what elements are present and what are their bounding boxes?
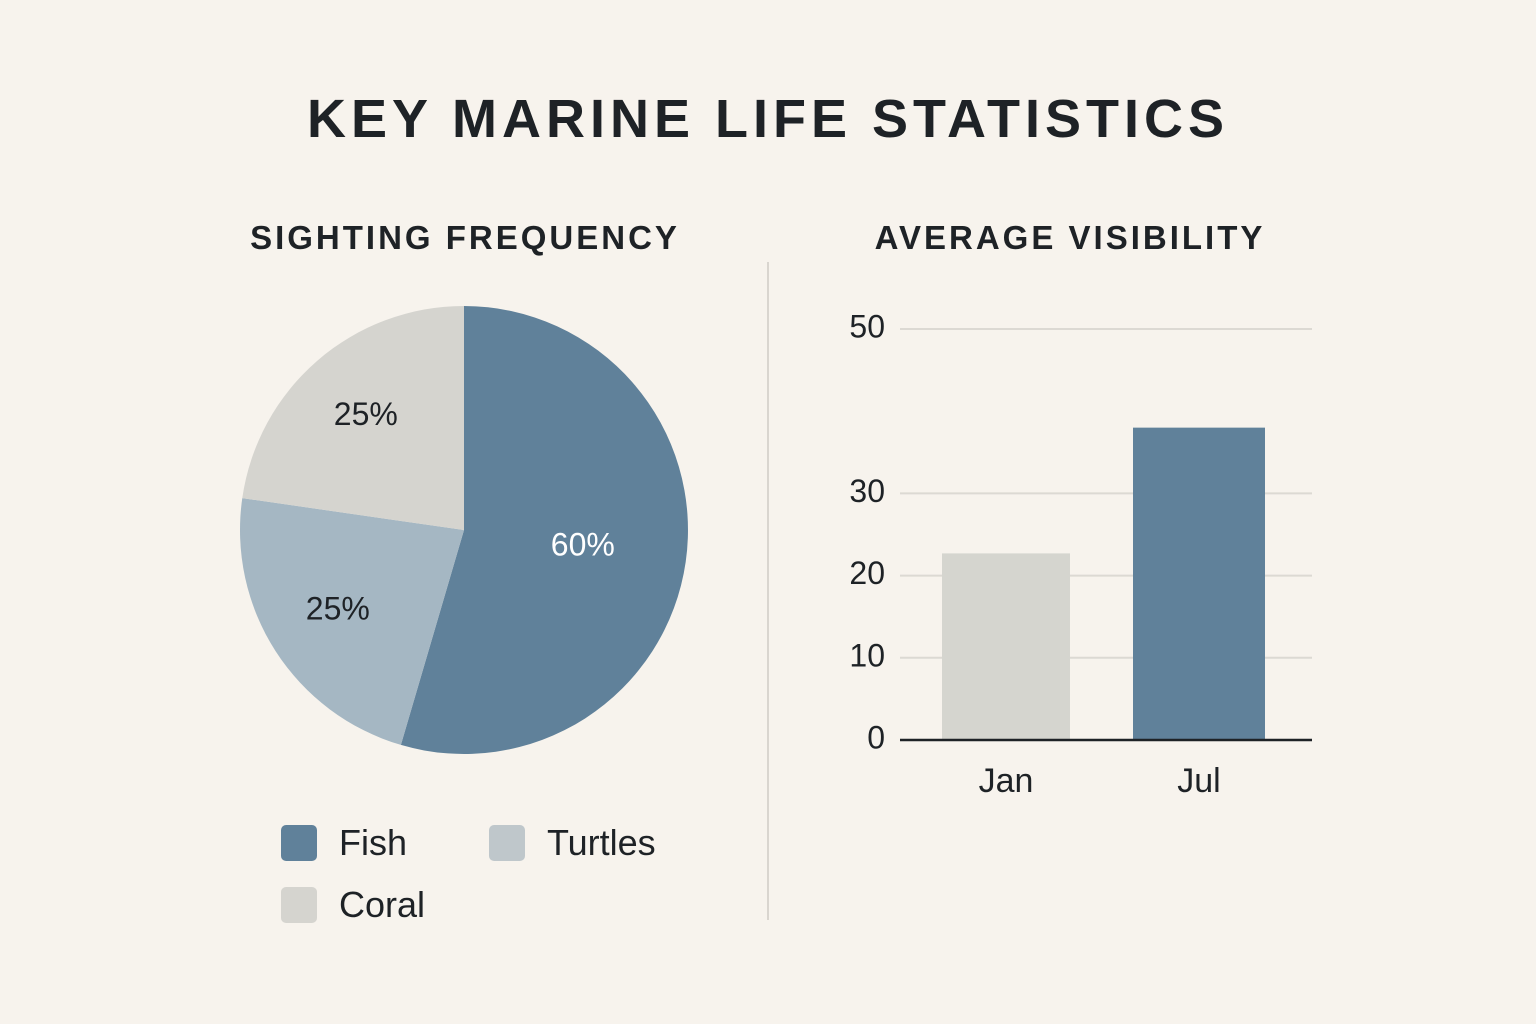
pie-slice-label-1: 25%	[306, 591, 370, 627]
pie-chart-title: SIGHTING FREQUENCY	[250, 219, 680, 256]
legend-swatch-turtles	[489, 825, 525, 861]
pie-slice-label-2: 25%	[334, 396, 398, 432]
legend-item-fish: Fish	[281, 822, 407, 864]
pie-chart: 60% 25% 25%	[239, 306, 688, 754]
x-tick-label: Jan	[979, 762, 1034, 800]
legend-swatch-coral	[281, 887, 317, 923]
y-tick-label: 20	[849, 555, 885, 591]
legend-label-turtles: Turtles	[547, 822, 656, 863]
pie-slice-0	[400, 306, 688, 754]
legend-item-turtles: Turtles	[489, 822, 656, 864]
y-tick-label: 0	[867, 719, 885, 755]
legend-label-fish: Fish	[339, 822, 408, 863]
bar-jan	[942, 553, 1070, 740]
pie-slice-label-0: 60%	[551, 527, 615, 563]
bar-chart: 0 10 20 30 50 Jan Jul	[849, 308, 1312, 800]
y-tick-label: 30	[849, 473, 885, 509]
pie-slice-1	[239, 498, 464, 745]
y-tick-label: 50	[849, 308, 885, 344]
panel-divider	[767, 262, 769, 920]
pie-slice-2	[242, 306, 464, 530]
bar-chart-title: AVERAGE VISIBILITY	[874, 219, 1266, 256]
legend-label-coral: Coral	[339, 884, 426, 925]
x-tick-label: Jul	[1177, 762, 1220, 800]
page-title: KEY MARINE LIFE STATISTICS	[306, 89, 1230, 149]
bar-jul	[1133, 427, 1265, 740]
y-tick-label: 10	[849, 637, 885, 673]
legend-swatch-fish	[281, 825, 317, 861]
legend-item-coral: Coral	[281, 884, 425, 926]
